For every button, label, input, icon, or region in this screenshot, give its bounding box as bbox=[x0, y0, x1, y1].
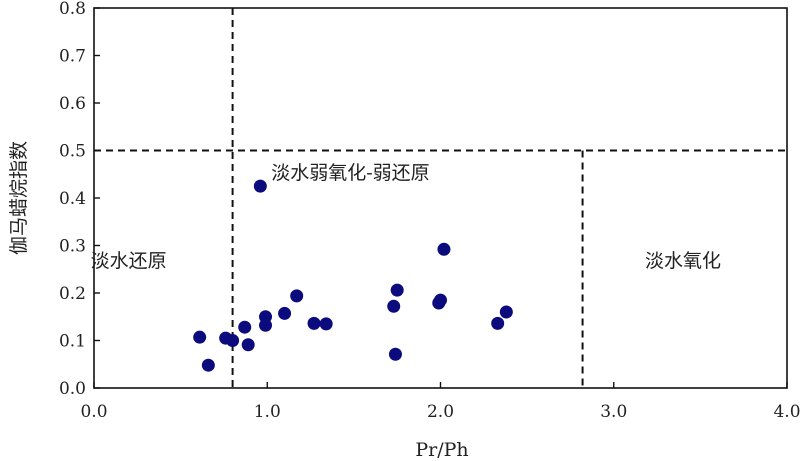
data-point bbox=[241, 338, 255, 352]
data-point bbox=[307, 316, 321, 330]
x-tick-label: 1.0 bbox=[254, 402, 281, 422]
data-point bbox=[491, 316, 505, 330]
y-axis-title: 伽马蜡烷指数 bbox=[8, 141, 30, 255]
region-label: 淡水弱氧化-弱还原 bbox=[271, 162, 429, 184]
data-point bbox=[238, 320, 252, 334]
x-tick-label: 4.0 bbox=[773, 402, 800, 422]
data-point bbox=[226, 334, 240, 347]
data-point bbox=[259, 318, 273, 332]
data-point bbox=[253, 179, 267, 193]
guide-lines bbox=[94, 8, 787, 388]
data-point bbox=[437, 242, 451, 256]
data-point bbox=[499, 305, 513, 319]
y-tick-label: 0.5 bbox=[59, 142, 86, 162]
data-point bbox=[193, 330, 207, 344]
data-point bbox=[290, 289, 304, 303]
region-label: 淡水氧化 bbox=[645, 250, 721, 272]
data-points bbox=[193, 179, 513, 372]
data-point bbox=[434, 293, 447, 307]
y-tick-label: 0.0 bbox=[59, 379, 86, 399]
y-tick-label: 0.3 bbox=[59, 237, 86, 257]
y-tick-label: 0.8 bbox=[59, 0, 86, 19]
x-tick-label: 2.0 bbox=[427, 402, 454, 422]
data-point bbox=[201, 358, 215, 372]
y-tick-label: 0.7 bbox=[59, 47, 86, 67]
x-tick-label: 3.0 bbox=[600, 402, 627, 422]
data-point bbox=[387, 299, 401, 313]
region-label: 淡水还原 bbox=[91, 250, 167, 272]
x-tick-label: 0.0 bbox=[80, 402, 107, 422]
axes: 0.0 0.1 0.2 0.3 0.4 0.5 0.6 0.7 0.8 0.0 1.0 2.0 3.0 4… bbox=[59, 0, 800, 422]
y-tick-label: 0.4 bbox=[59, 189, 86, 209]
x-axis-title: Pr/Ph bbox=[415, 439, 468, 461]
data-point bbox=[390, 283, 404, 297]
y-tick-label: 0.6 bbox=[59, 94, 86, 114]
y-tick-label: 0.1 bbox=[59, 332, 86, 352]
data-point bbox=[388, 347, 402, 361]
data-point bbox=[319, 317, 333, 331]
y-tick-label: 0.2 bbox=[59, 284, 86, 304]
data-point bbox=[278, 306, 292, 320]
